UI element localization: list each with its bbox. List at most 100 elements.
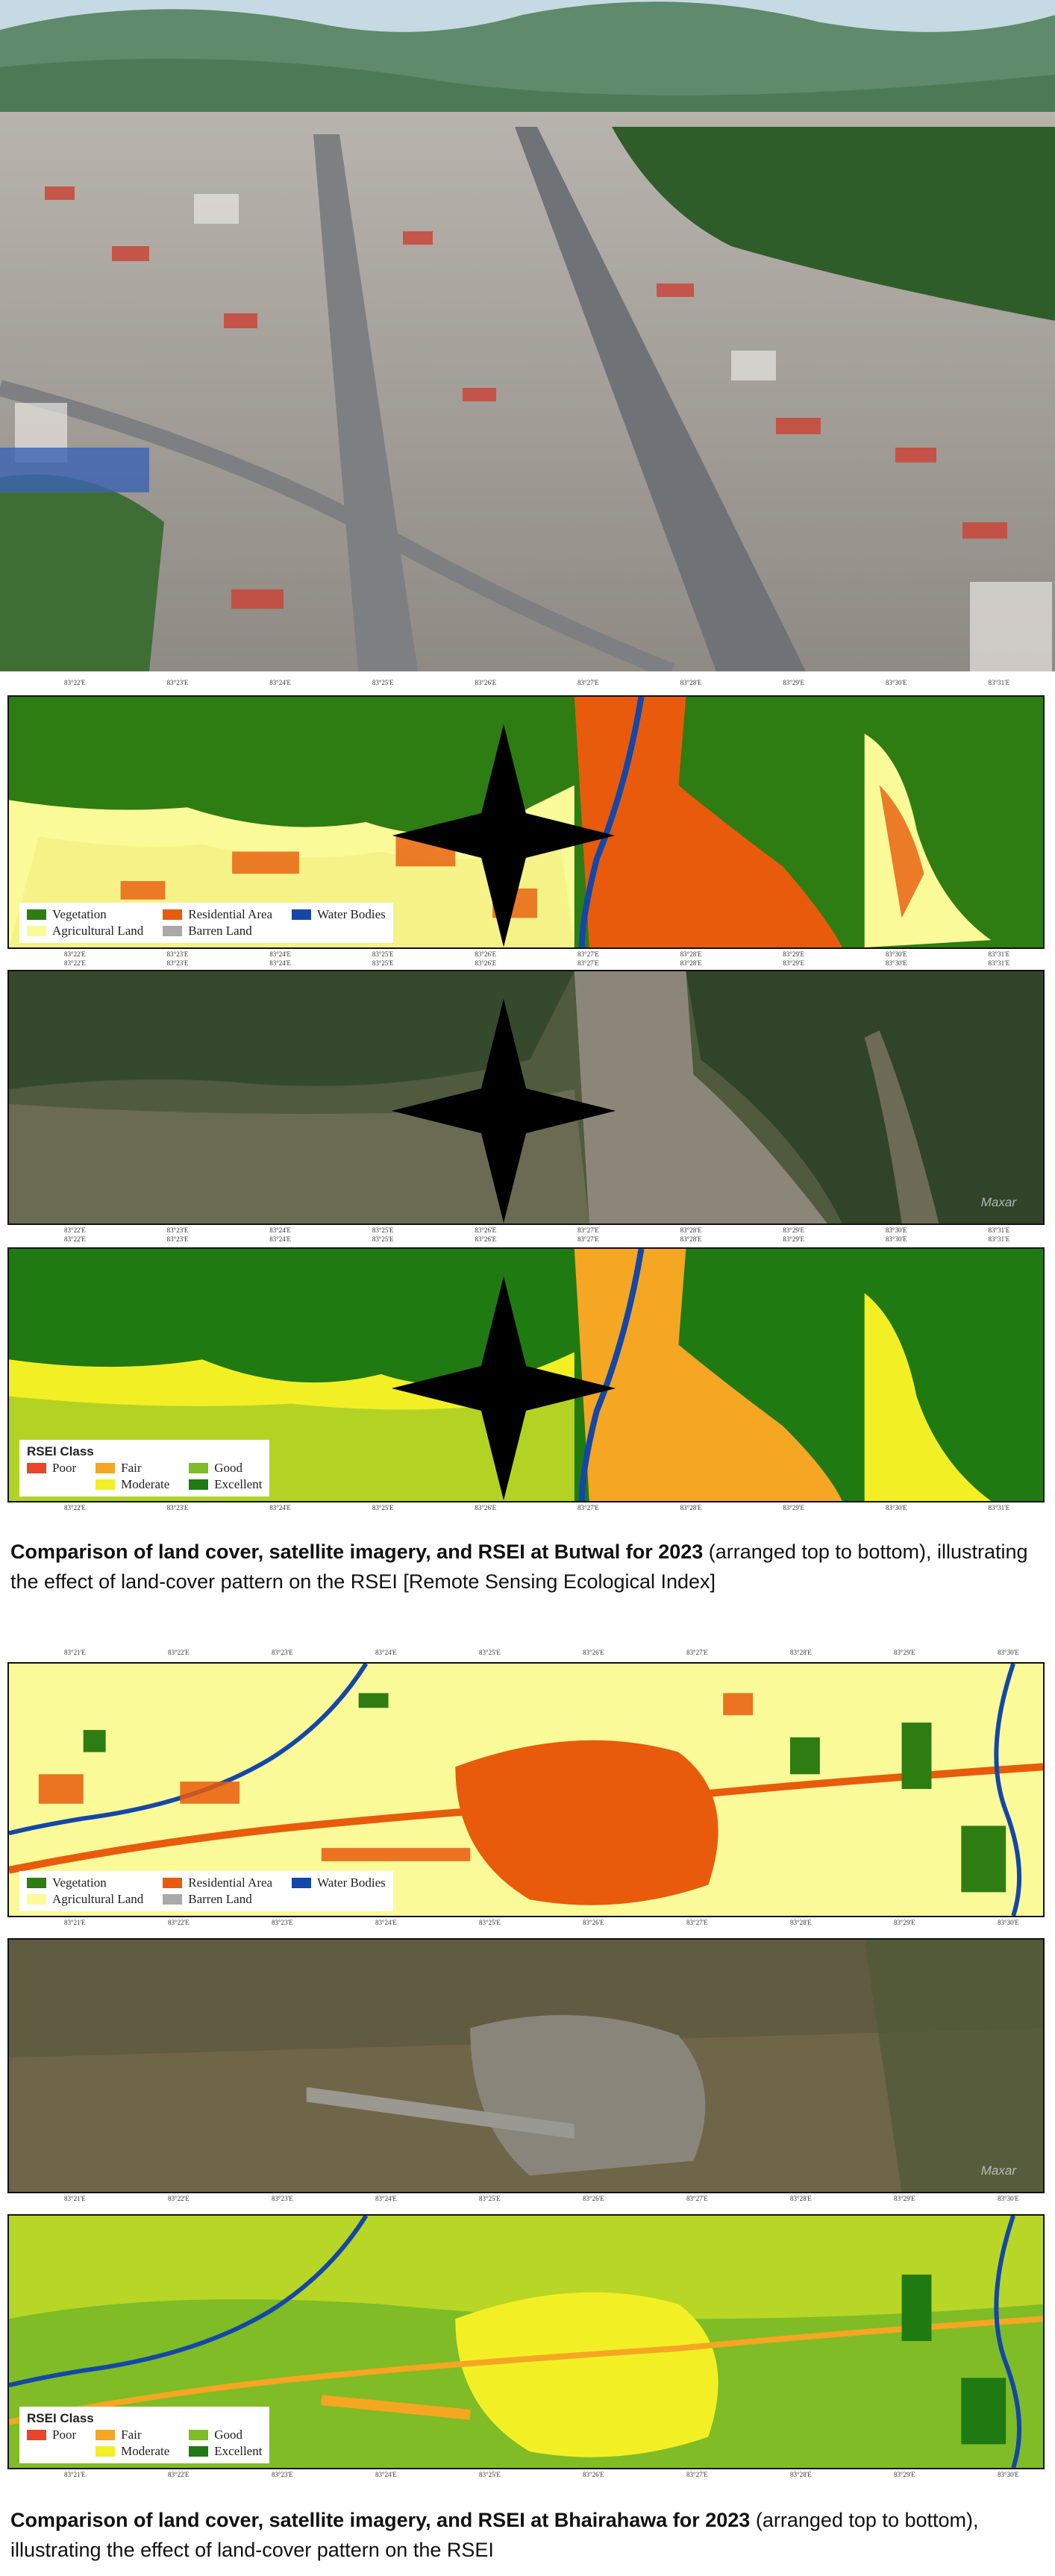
residential-swatch [163, 909, 183, 920]
bhairahawa-rsei-bottom-ticks: 83°21'E 83°22'E 83°23'E 83°24'E 83°25'E 83°26… [7, 2471, 1045, 2481]
bhairahawa-land-cover-map: Vegetation Residential Area Water Bodies… [7, 1662, 1045, 1917]
longitude-tick-label: 83°30'E [997, 2195, 1019, 2202]
butwal-figure-caption: Comparison of land cover, satellite imag… [10, 1537, 1040, 1596]
longitude-tick-label: 83°30'E [885, 950, 907, 958]
longitude-tick-label: 83°25'E [372, 959, 394, 967]
longitude-tick-label: 83°28'E [789, 1649, 812, 1656]
longitude-tick-label: 83°31'E [988, 950, 1010, 958]
longitude-tick-label: 83°26'E [582, 1919, 604, 1926]
rsei-legend-title: RSEI Class [27, 2411, 94, 2425]
vegetation-swatch [27, 1878, 46, 1888]
legend-good: Good [214, 1461, 243, 1475]
longitude-tick-label: 83°28'E [680, 1226, 702, 1234]
longitude-tick-label: 83°28'E [680, 679, 702, 686]
fair-swatch [96, 2430, 116, 2440]
longitude-tick-label: 83°27'E [577, 1504, 599, 1511]
aerial-city-photo [0, 0, 1055, 671]
poor-swatch [27, 1463, 46, 1473]
north-arrow-icon [391, 998, 616, 1223]
legend-residential: Residential Area [188, 1875, 273, 1890]
longitude-tick-label: 83°29'E [783, 1226, 804, 1234]
legend-moderate: Moderate [121, 2444, 170, 2458]
barren-swatch [163, 926, 183, 936]
legend-excellent: Excellent [214, 2444, 263, 2458]
longitude-tick-label: 83°29'E [783, 950, 804, 958]
longitude-tick-label: 83°24'E [269, 959, 291, 967]
longitude-tick-label: 83°28'E [680, 1504, 702, 1511]
longitude-tick-label: 83°29'E [783, 959, 804, 967]
longitude-tick-label: 83°23'E [166, 959, 189, 967]
longitude-tick-label: 83°26'E [582, 2195, 604, 2202]
longitude-tick-label: 83°22'E [167, 1919, 190, 1926]
moderate-swatch [96, 1479, 116, 1490]
good-swatch [189, 1463, 209, 1473]
longitude-tick-label: 83°24'E [269, 1226, 291, 1234]
longitude-tick-label: 83°22'E [167, 2471, 190, 2478]
longitude-tick-label: 83°30'E [885, 1226, 907, 1234]
longitude-tick-label: 83°26'E [475, 1235, 497, 1243]
rsei-legend-title: RSEI Class [27, 1444, 94, 1458]
longitude-tick-label: 83°27'E [686, 1649, 708, 1656]
legend-agricultural: Agricultural Land [52, 1892, 144, 1906]
longitude-tick-label: 83°28'E [789, 2195, 812, 2202]
longitude-tick-label: 83°22'E [167, 2195, 190, 2202]
longitude-tick-label: 83°30'E [885, 1235, 907, 1243]
land-cover-legend: Vegetation Residential Area Water Bodies… [19, 1871, 393, 1911]
longitude-tick-label: 83°31'E [988, 679, 1010, 686]
longitude-tick-label: 83°30'E [885, 1504, 907, 1511]
longitude-tick-label: 83°26'E [475, 1226, 497, 1234]
north-arrow-icon [392, 724, 616, 947]
longitude-tick-label: 83°29'E [783, 1504, 804, 1511]
legend-moderate: Moderate [121, 1477, 170, 1491]
longitude-tick-label: 83°28'E [680, 959, 702, 967]
longitude-tick-label: 83°21'E [63, 2195, 86, 2202]
butwal-rsei-top-ticks: 83°22'E 83°23'E 83°24'E 83°25'E 83°26'E 83°27… [7, 1235, 1045, 1246]
agricultural-swatch [27, 1894, 46, 1905]
longitude-tick-label: 83°31'E [988, 959, 1010, 967]
legend-vegetation: Vegetation [52, 1875, 107, 1890]
longitude-tick-label: 83°23'E [271, 1919, 293, 1926]
bhairahawa-sat-bottom-ticks: 83°21'E 83°22'E 83°23'E 83°24'E 83°25'E 83°26… [7, 2195, 1045, 2205]
longitude-tick-label: 83°27'E [686, 2471, 708, 2478]
longitude-tick-label: 83°29'E [783, 679, 804, 686]
legend-poor: Poor [52, 1461, 77, 1475]
longitude-tick-label: 83°26'E [475, 1504, 497, 1511]
poor-swatch [27, 2430, 46, 2440]
longitude-tick-label: 83°24'E [375, 2195, 397, 2202]
caption2-rest: (arranged top to bottom), illustrating t… [10, 2509, 979, 2561]
excellent-swatch [189, 1479, 209, 1490]
longitude-tick-label: 83°25'E [372, 1235, 394, 1243]
rsei-legend: RSEI Class Poor Fair Good Moderate Excel… [19, 2407, 270, 2463]
butwal-lulc-top-ticks: 83°22'E 83°23'E 83°24'E 83°25'E 83°26'E 83°27… [7, 679, 1045, 689]
longitude-tick-label: 83°28'E [789, 2471, 812, 2478]
longitude-tick-label: 83°27'E [577, 1235, 599, 1243]
longitude-tick-label: 83°23'E [271, 2471, 293, 2478]
longitude-tick-label: 83°26'E [582, 1649, 604, 1656]
longitude-tick-label: 83°23'E [271, 2195, 293, 2202]
longitude-tick-label: 83°23'E [166, 1226, 189, 1234]
longitude-tick-label: 83°24'E [375, 1919, 397, 1926]
longitude-tick-label: 83°22'E [63, 1235, 86, 1243]
butwal-rsei-bottom-ticks: 83°22'E 83°23'E 83°24'E 83°25'E 83°26'E 83°27… [7, 1504, 1045, 1514]
caption1-bold: Comparison of land cover, satellite imag… [10, 1541, 704, 1563]
caption1-rest: (arranged top to bottom), illustrating t… [10, 1541, 1028, 1593]
longitude-tick-label: 83°29'E [893, 2471, 915, 2478]
longitude-tick-label: 83°31'E [988, 1504, 1010, 1511]
legend-water: Water Bodies [317, 1875, 386, 1890]
legend-vegetation: Vegetation [52, 907, 107, 921]
legend-barren: Barren Land [188, 924, 252, 938]
butwal-sat-top-ticks: 83°22'E 83°23'E 83°24'E 83°25'E 83°26'E 83°27… [7, 959, 1045, 970]
longitude-tick-label: 83°27'E [577, 679, 599, 686]
longitude-tick-label: 83°24'E [269, 1235, 291, 1243]
legend-fair: Fair [121, 1461, 142, 1475]
longitude-tick-label: 83°28'E [680, 1235, 702, 1243]
bhairahawa-lulc-top-ticks: 83°21'E 83°22'E 83°23'E 83°24'E 83°25'E 83°26… [7, 1649, 1045, 1659]
butwal-sat-bottom-ticks: 83°22'E 83°23'E 83°24'E 83°25'E 83°26'E 83°27… [7, 1226, 1045, 1237]
moderate-swatch [96, 2446, 116, 2457]
legend-fair: Fair [121, 2428, 142, 2442]
longitude-tick-label: 83°27'E [577, 950, 599, 958]
fair-swatch [96, 1463, 116, 1473]
rsei-legend: RSEI Class Poor Fair Good Moderate Excel… [19, 1440, 270, 1497]
longitude-tick-label: 83°22'E [63, 950, 86, 958]
longitude-tick-label: 83°30'E [997, 1649, 1019, 1656]
